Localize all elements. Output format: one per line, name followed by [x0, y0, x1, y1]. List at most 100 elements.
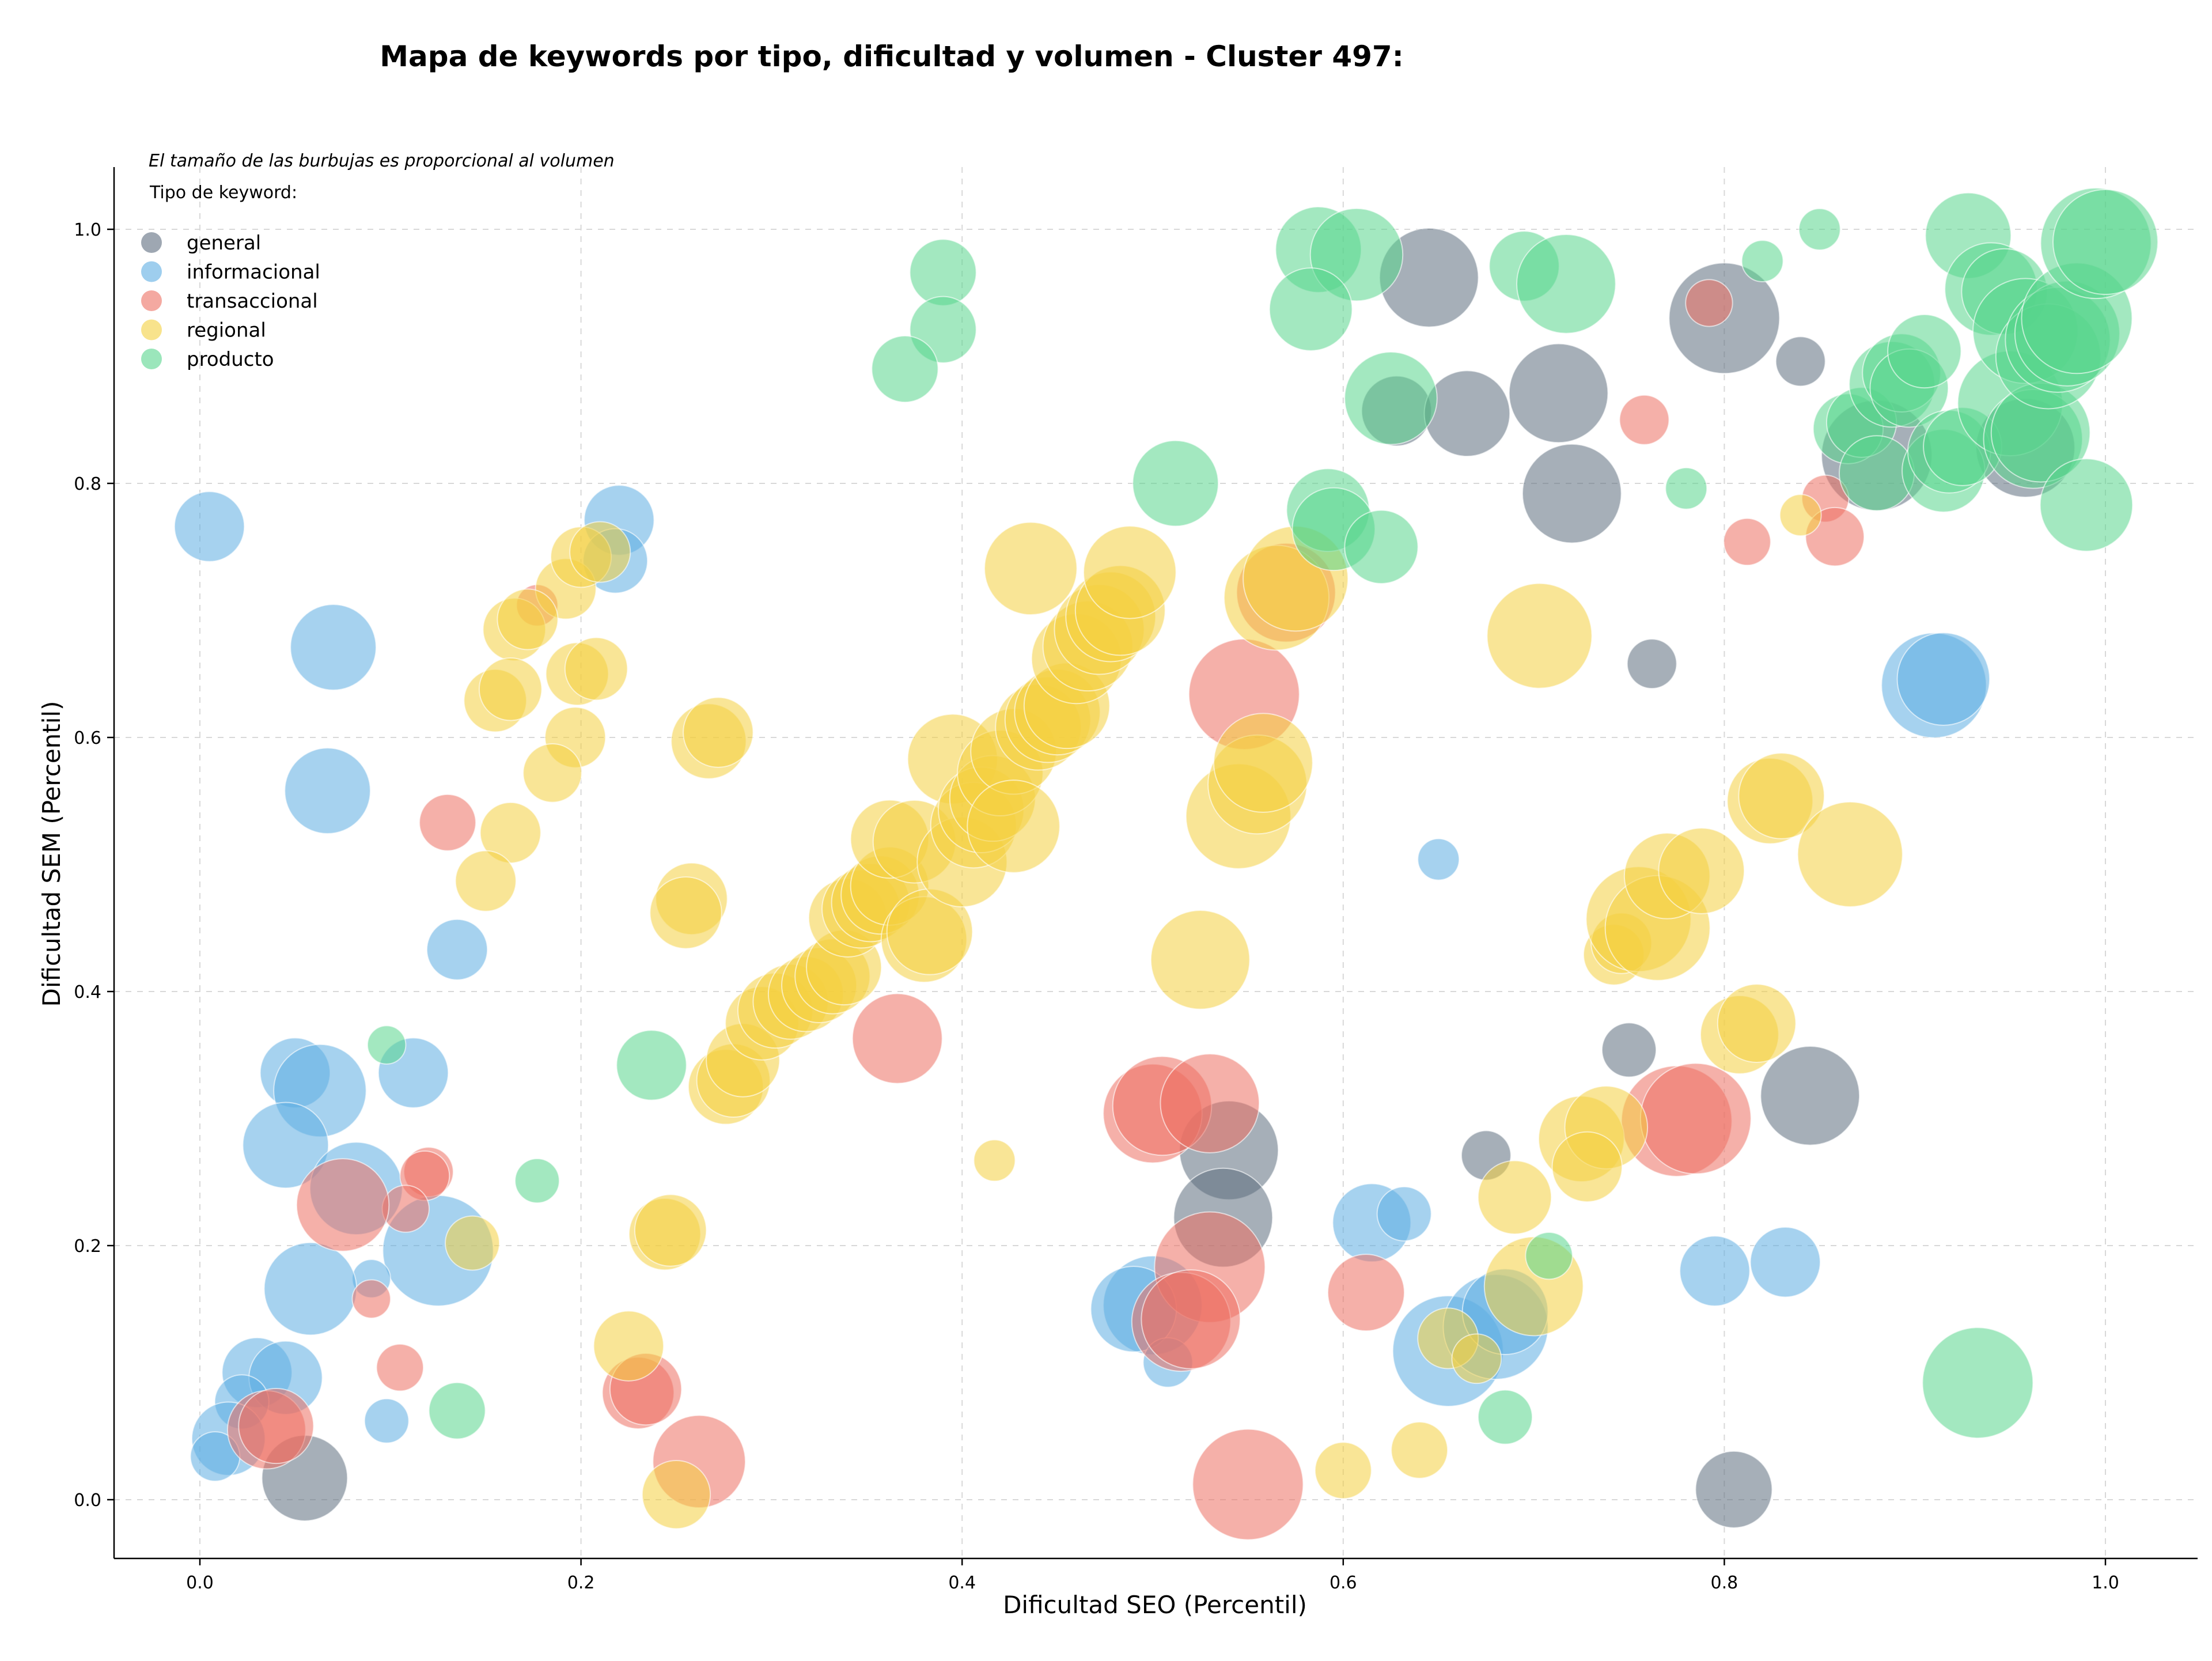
bubble-regional — [1658, 827, 1745, 914]
bubble-informacional — [290, 604, 377, 691]
legend-marker-producto — [141, 349, 162, 369]
bubble-transaccional — [1639, 1062, 1752, 1175]
bubble-producto — [1741, 240, 1784, 283]
x-tick-label: 0.8 — [1711, 1573, 1738, 1593]
y-tick-label: 0.0 — [74, 1490, 101, 1511]
bubble-producto — [428, 1382, 486, 1440]
axes: 0.0 0.2 0.4 0.6 0.8 1.0 0.0 0.2 0.4 0.6 0.8 1.0 — [74, 167, 2198, 1593]
bubble-transaccional — [1723, 517, 1771, 566]
bubble-informacional — [1376, 1186, 1432, 1242]
bubble-regional — [1150, 910, 1251, 1010]
bubble-regional — [984, 521, 1078, 615]
bubble-producto — [1477, 1389, 1533, 1445]
bubble-regional — [1451, 1333, 1502, 1384]
bubble-regional — [1486, 582, 1593, 689]
bubble-general — [1760, 1046, 1861, 1146]
bubble-regional — [1717, 983, 1797, 1063]
bubble-regional — [1779, 494, 1822, 537]
bubble-transaccional — [1685, 279, 1733, 327]
bubble-regional — [641, 1460, 711, 1530]
x-tick-label: 0.4 — [948, 1573, 976, 1593]
bubble-producto — [1344, 509, 1419, 584]
bubble-transaccional — [419, 793, 476, 852]
bubble-regional — [634, 1194, 707, 1267]
bubble-transaccional — [1327, 1254, 1405, 1332]
bubble-general — [1423, 370, 1511, 457]
bubble-general — [1601, 1022, 1657, 1078]
y-tick-label: 0.2 — [74, 1236, 101, 1257]
bubble-regional — [564, 637, 628, 701]
bubble-regional — [478, 657, 543, 721]
bubble-producto — [1665, 467, 1708, 510]
bubble-producto — [1344, 351, 1438, 445]
y-axis-label: Dificultad SEM (Percentil) — [37, 701, 66, 1007]
bubble-regional — [1083, 525, 1177, 619]
bubble-regional — [445, 1215, 501, 1271]
bubble-regional — [1477, 1160, 1552, 1235]
y-tick-label: 0.6 — [74, 728, 101, 748]
bubble-general — [1626, 638, 1677, 690]
bubble-producto — [1922, 1327, 2034, 1439]
bubble-producto — [909, 239, 977, 307]
bubble-regional — [649, 876, 722, 949]
bubble-transaccional — [1619, 394, 1670, 445]
bubble-general — [1695, 1450, 1773, 1528]
bubble-regional — [967, 780, 1060, 873]
bubble-informacional — [1749, 1226, 1821, 1298]
bubble-regional — [1551, 1131, 1623, 1202]
bubble-producto — [871, 335, 939, 403]
bubble-transaccional — [351, 1279, 391, 1319]
legend-label-general: general — [187, 232, 261, 255]
bubble-informacional — [242, 1102, 329, 1189]
bubble-layer — [173, 187, 2159, 1541]
bubble-regional — [973, 1139, 1016, 1182]
bubble-informacional — [1679, 1235, 1751, 1307]
legend-title: Tipo de keyword: — [149, 183, 297, 203]
legend-label-regional: regional — [187, 319, 266, 342]
bubble-producto — [1132, 440, 1219, 527]
bubble-regional — [683, 697, 754, 768]
x-tick-label: 0.2 — [567, 1573, 595, 1593]
legend-marker-regional — [141, 319, 162, 340]
bubble-regional — [593, 1310, 664, 1382]
bubble-transaccional — [296, 1158, 390, 1252]
legend-label-transaccional: transaccional — [187, 290, 318, 313]
bubble-regional — [1797, 801, 1903, 907]
bubble-transaccional — [851, 993, 943, 1084]
bubble-informacional — [1417, 838, 1460, 881]
bubble-regional — [1738, 752, 1825, 839]
bubble-informacional — [173, 491, 245, 562]
bubble-informacional — [284, 747, 371, 834]
bubble-general — [1521, 443, 1622, 544]
bubble-producto — [2052, 189, 2159, 296]
y-tick-label: 1.0 — [74, 220, 101, 240]
bubble-regional — [1213, 713, 1313, 813]
bubble-producto — [616, 1030, 687, 1101]
bubble-general — [1775, 336, 1826, 387]
bubble-regional — [569, 521, 631, 583]
legend-marker-informacional — [141, 261, 162, 282]
bubble-transaccional — [1192, 1428, 1304, 1541]
bubble-informacional — [363, 1398, 410, 1444]
bubble-regional — [1314, 1441, 1372, 1500]
legend: general informacional transaccional regiona… — [141, 232, 320, 371]
legend-label-producto: producto — [187, 348, 274, 371]
legend-marker-transaccional — [141, 290, 162, 311]
bubble-producto — [2039, 458, 2134, 552]
x-axis-label: Dificultad SEO (Percentil) — [1003, 1591, 1307, 1619]
bubble-regional — [1391, 1421, 1449, 1479]
bubble-regional — [454, 850, 517, 912]
x-tick-label: 0.0 — [186, 1573, 214, 1593]
bubble-regional — [497, 588, 559, 650]
x-tick-label: 1.0 — [2092, 1573, 2119, 1593]
bubble-producto — [1798, 208, 1841, 251]
bubble-producto — [1516, 234, 1616, 334]
bubble-producto — [1887, 314, 1962, 389]
bubble-size-note: El tamaño de las burbujas es proporciona… — [149, 151, 615, 171]
y-tick-label: 0.8 — [74, 474, 101, 494]
bubble-informacional — [426, 918, 488, 981]
x-tick-label: 0.6 — [1330, 1573, 1357, 1593]
bubble-general — [1508, 343, 1609, 444]
bubble-transaccional — [1141, 1269, 1241, 1369]
